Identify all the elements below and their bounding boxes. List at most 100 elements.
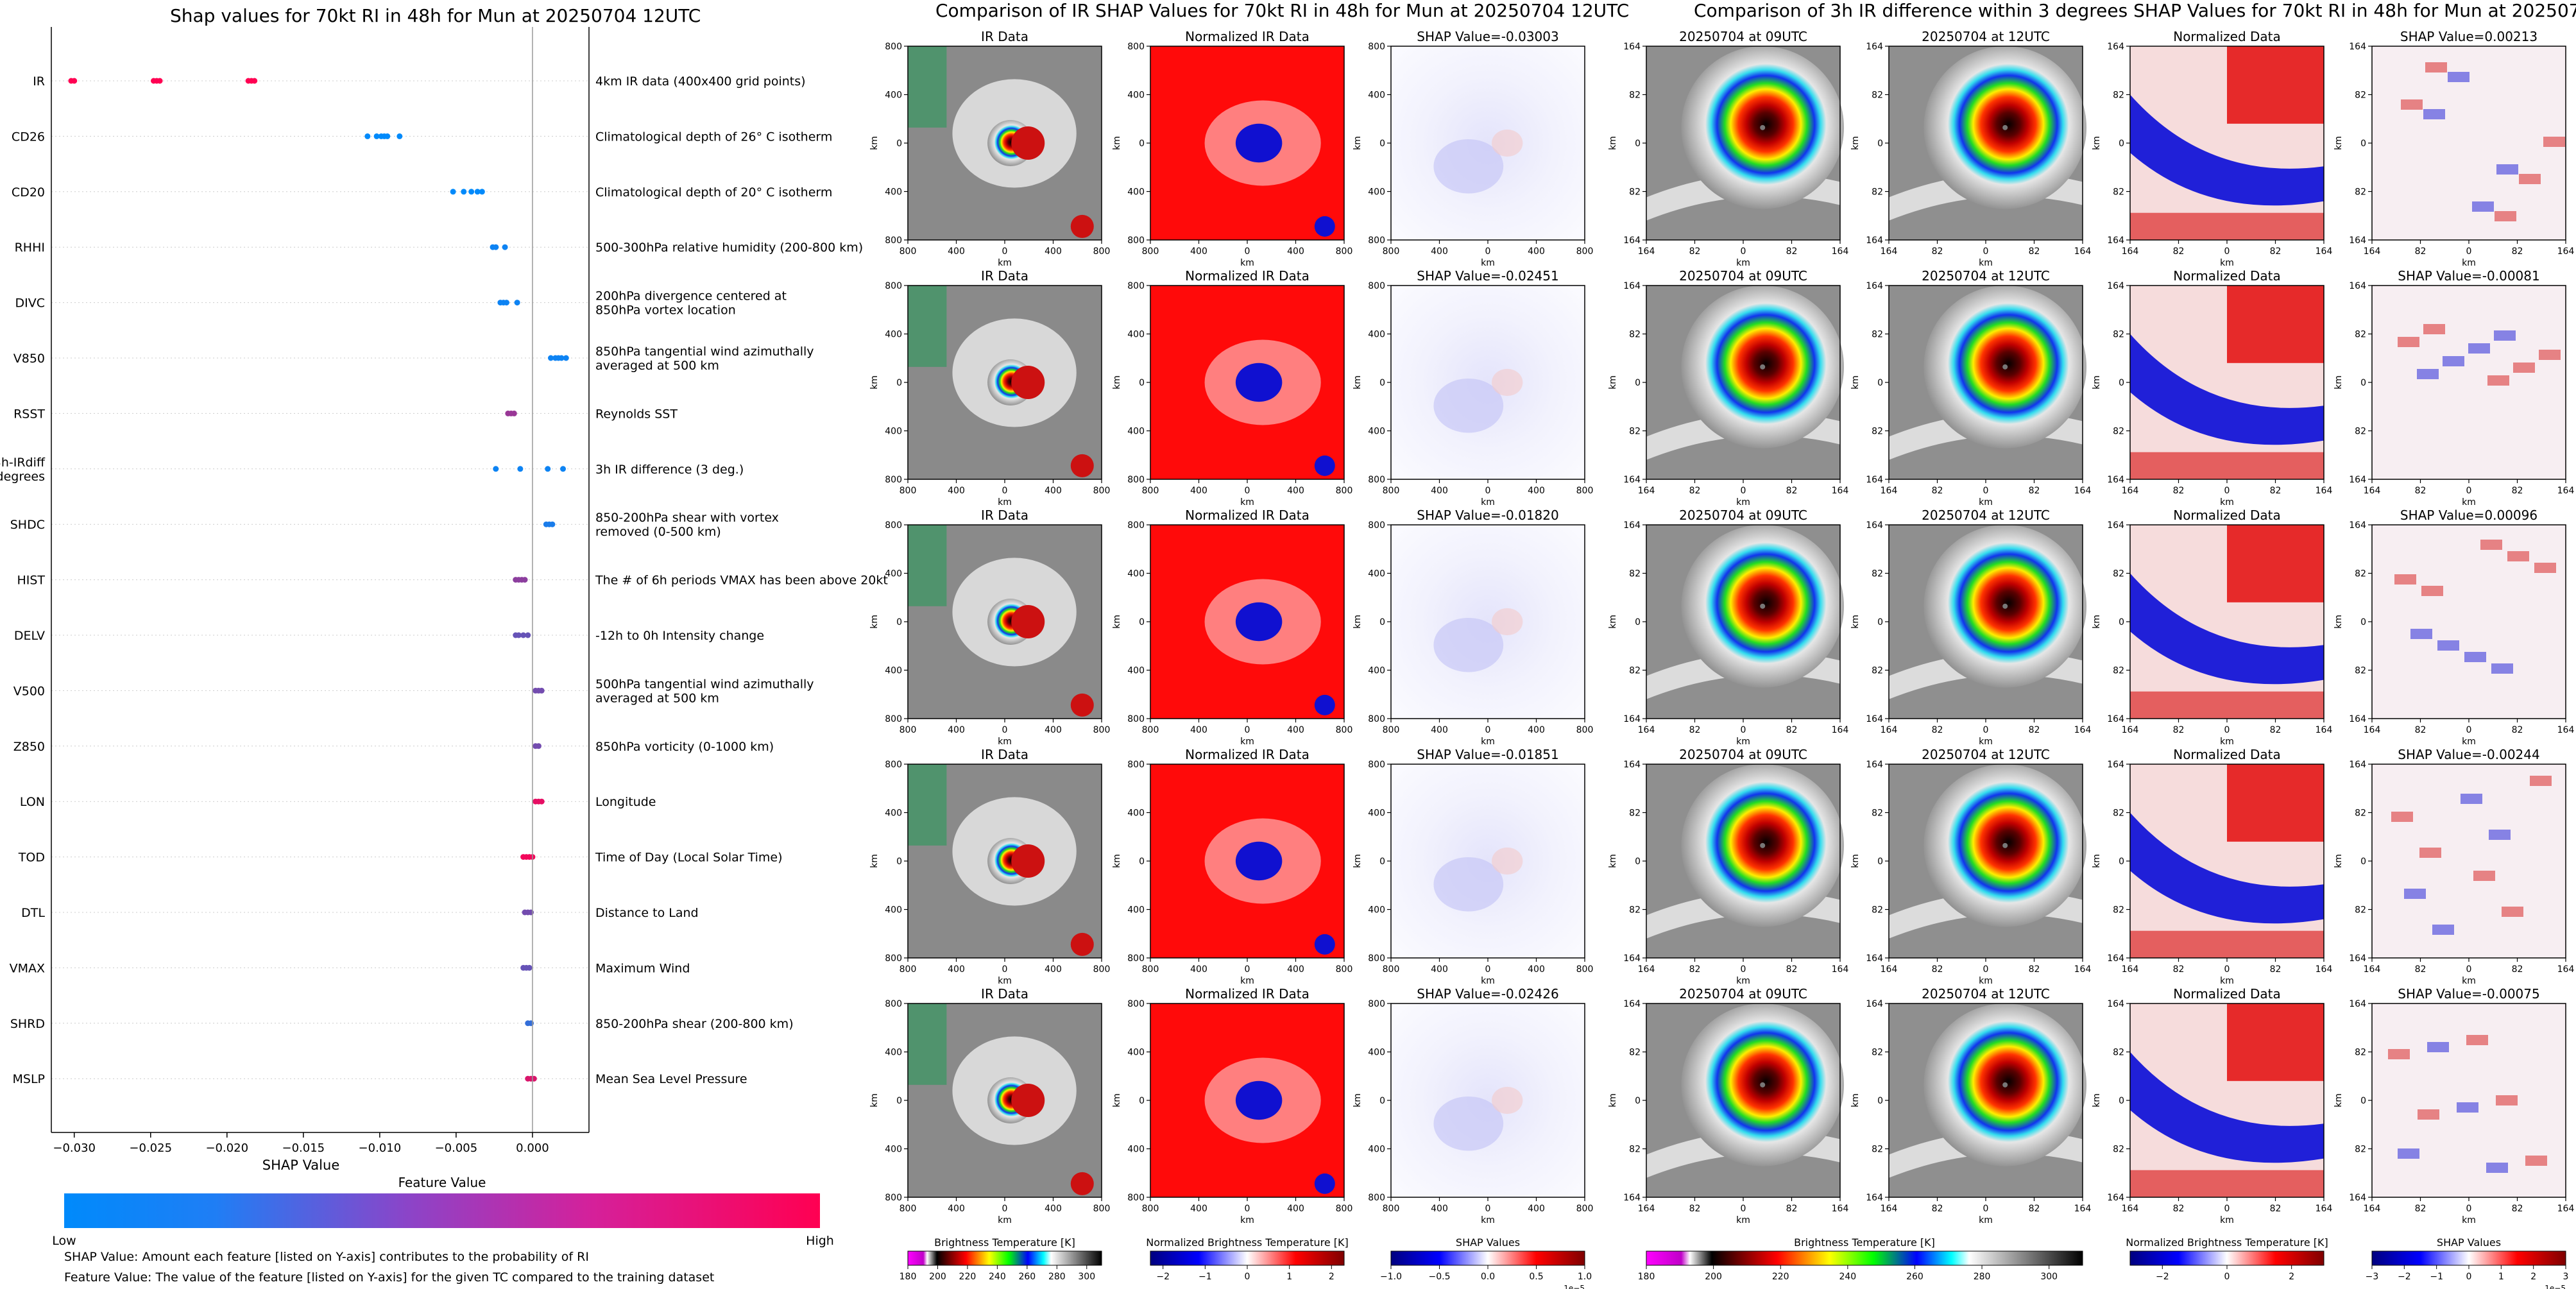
x-tick-label: 164 [2364,486,2381,496]
y-tick-label: 82 [1629,427,1641,437]
shap-point [468,189,475,195]
storm-eye [2002,842,2008,848]
x-tick-label: 82 [2029,725,2040,735]
colorbar-strip [907,1251,1102,1266]
colorbar-tick-label: −2 [2398,1272,2411,1282]
x-tick-label: 800 [1336,725,1353,735]
y-tick-label: 0 [2360,378,2366,388]
x-tick-label: 800 [1336,486,1353,496]
shap-point [528,1020,534,1027]
feature-description-label: -12h to 0h Intensity change [595,629,764,643]
colorbar-tick-label: 300 [2040,1272,2058,1282]
x-tick-label: 0 [2466,1204,2472,1214]
y-tick-label: 400 [885,1145,902,1155]
y-tick-label: 164 [1623,281,1641,291]
shap-patch [2398,1148,2419,1159]
y-axis-title: km [1112,1093,1122,1107]
y-tick-label: 400 [885,666,902,676]
x-axis-title: km [1481,497,1495,508]
y-tick-label: 400 [1127,330,1145,340]
shap-patch [2423,324,2445,334]
y-axis-title: km [2092,136,2102,150]
feature-description-label: Reynolds SST [595,407,678,421]
shap-point [515,632,522,638]
x-tick-label: 82 [2270,725,2282,735]
y-tick-label: 400 [1368,187,1385,198]
shap-patch [2464,652,2486,662]
x-tick-label: −0.010 [359,1141,402,1155]
y-tick-label: 0 [1379,139,1385,149]
shap-point [545,466,551,472]
panel-title: SHAP Value=-0.01851 [1417,747,1558,762]
shap-patch [2496,164,2518,175]
x-tick-label: 400 [1045,246,1062,257]
colorbar-tick-label: 180 [900,1272,917,1282]
shap-point [493,466,499,472]
x-axis-title: km [2220,976,2234,986]
y-tick-label: 800 [1127,281,1145,291]
y-tick-label: 800 [885,760,902,770]
y-tick-label: 164 [2107,1193,2124,1203]
x-tick-label: 82 [1689,1204,1701,1214]
feature-description-label: 200hPa divergence centered at [595,289,787,303]
colorbar-label: Brightness Temperature [K] [934,1236,1075,1249]
y-axis-title: km [1608,615,1618,629]
storm-eye [1760,364,1766,370]
y-axis-title: km [1112,375,1122,389]
colorbar-strip [1646,1251,2083,1266]
y-tick-label: 82 [2113,808,2124,819]
panel-title: 20250704 at 09UTC [1679,29,1807,44]
colorbar-tick-label: −3 [2366,1272,2379,1282]
y-tick-label: 0 [1635,139,1641,149]
x-tick-label: 82 [2029,246,2040,257]
y-tick-label: 800 [1127,235,1145,246]
x-tick-label: 82 [1932,725,1943,735]
shap-point [502,244,508,250]
x-tick-label: 0 [1983,964,1989,975]
y-tick-label: 164 [1866,42,1883,52]
y-tick-label: 82 [1629,1048,1641,1058]
y-tick-label: 800 [885,475,902,485]
x-tick-label: 82 [1786,964,1798,975]
y-axis-title: km [1112,854,1122,868]
y-tick-label: 82 [2355,330,2366,340]
shap-point [558,355,565,361]
y-tick-label: 82 [1629,808,1641,819]
shap-patch [2507,551,2529,561]
colorbar-label: Normalized Brightness Temperature [K] [2126,1236,2328,1249]
y-tick-label: 800 [885,1193,902,1203]
y-tick-label: 82 [1872,1145,1883,1155]
y-axis-title: km [1608,136,1618,150]
y-axis-title: km [2333,375,2344,389]
y-axis-title: km [1112,615,1122,629]
x-tick-label: 82 [1932,246,1943,257]
colorbar-tick-label: 280 [1974,1272,1991,1282]
y-tick-label: 0 [896,857,902,867]
panel-title: 20250704 at 12UTC [1922,508,2050,523]
panel-title: IR Data [981,268,1028,284]
x-tick-label: 800 [1576,486,1594,496]
y-tick-label: 400 [1127,427,1145,437]
colorbar-tick-label: −1 [1198,1272,1212,1282]
x-tick-label: 82 [2029,964,2040,975]
x-axis-title: km [1736,976,1750,986]
x-tick-label: 400 [948,246,965,257]
y-tick-label: 164 [1866,475,1883,485]
panel-title: SHAP Value=-0.00075 [2398,986,2539,1002]
positive-shap-region [1492,368,1523,397]
y-tick-label: 800 [1368,520,1385,531]
cold-cloud-patch [908,46,947,128]
shap-point [252,78,258,84]
cold-spot [1314,1173,1335,1194]
x-tick-label: 800 [1576,246,1594,257]
x-tick-label: 164 [2557,246,2575,257]
shap-patch [2410,629,2432,639]
x-tick-label: 0 [2224,486,2230,496]
y-tick-label: 164 [2107,42,2124,52]
x-axis-title: km [2220,737,2234,747]
y-axis-title: km [1352,136,1363,150]
y-tick-label: 164 [2349,714,2366,724]
x-tick-label: −0.025 [129,1141,172,1155]
x-tick-label: 164 [2316,246,2333,257]
x-tick-label: 82 [1786,246,1798,257]
